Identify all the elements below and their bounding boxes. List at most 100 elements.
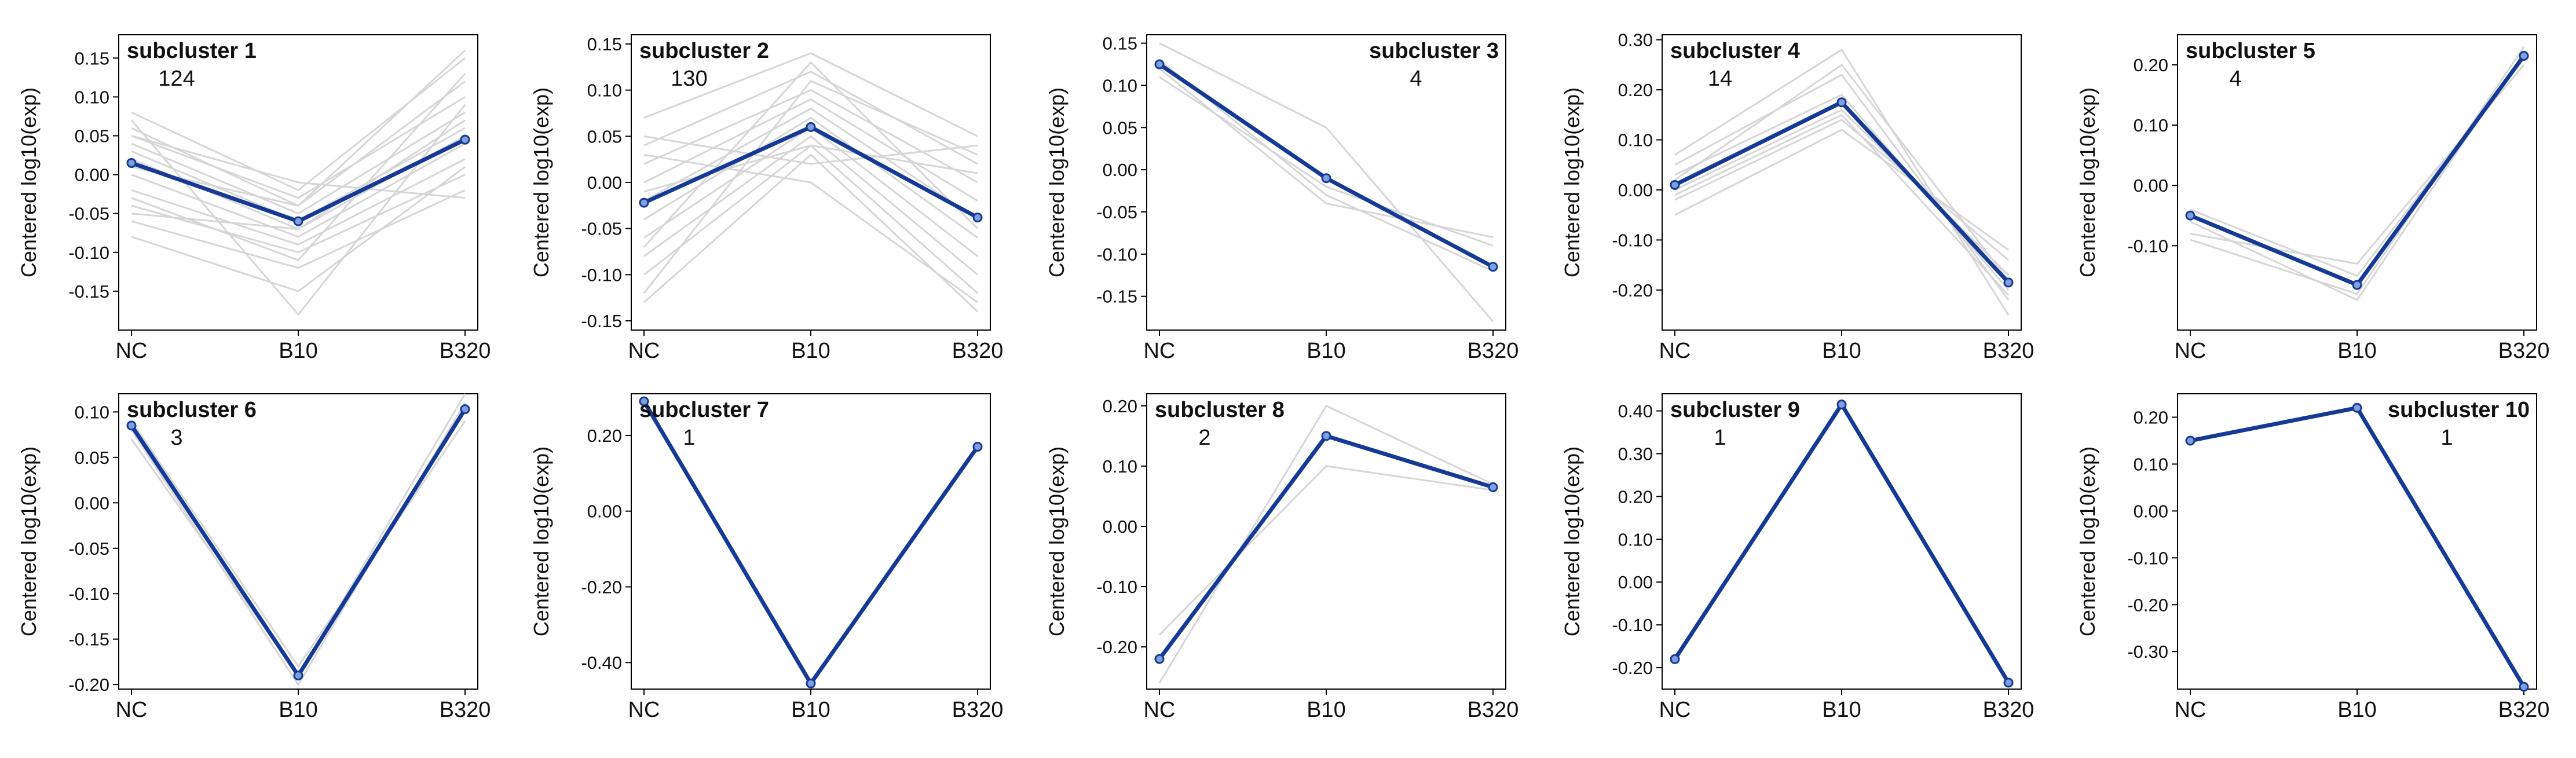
plot-frame bbox=[1146, 393, 1506, 690]
subcluster-gene-count: 130 bbox=[671, 67, 707, 91]
subcluster-gene-count: 3 bbox=[170, 426, 182, 450]
plot-frame bbox=[118, 393, 478, 690]
y-axis-label: Centered log10(exp) bbox=[1045, 446, 1069, 636]
member-profile-line bbox=[1674, 63, 2010, 281]
mean-point-nc bbox=[1670, 180, 1680, 190]
y-tick-label: 0.10 bbox=[587, 80, 622, 101]
x-tick-label-nc: NC bbox=[1659, 339, 1691, 363]
x-tick-label-b320: B320 bbox=[2498, 698, 2550, 722]
y-tick-label: 0.30 bbox=[1618, 444, 1653, 464]
mean-point-b320 bbox=[1488, 482, 1498, 492]
member-profile-line bbox=[1674, 113, 2010, 296]
y-tick-label: 0.00 bbox=[1618, 180, 1653, 200]
member-profile-line bbox=[1159, 59, 1494, 272]
member-profile-line bbox=[1159, 42, 1494, 323]
mean-point-b10 bbox=[806, 122, 816, 132]
subcluster-title: subcluster 9 bbox=[1670, 398, 1800, 422]
y-tick-label: -0.10 bbox=[68, 243, 109, 263]
y-axis-label: Centered log10(exp) bbox=[529, 87, 553, 277]
y-tick-label: 0.10 bbox=[1103, 456, 1137, 477]
member-profile-line bbox=[131, 49, 466, 207]
x-tick-label-b10: B10 bbox=[1307, 698, 1346, 722]
mean-point-b10 bbox=[1321, 431, 1331, 441]
y-axis-label: Centered log10(exp) bbox=[2076, 87, 2099, 277]
y-tick-label: 0.40 bbox=[1618, 401, 1653, 422]
y-tick-label: -0.10 bbox=[1096, 244, 1137, 265]
y-tick-label: 0.30 bbox=[1618, 30, 1653, 50]
y-tick-label: -0.10 bbox=[581, 265, 622, 285]
member-profile-line bbox=[643, 107, 978, 221]
x-tick-label-b320: B320 bbox=[1468, 339, 1519, 363]
member-profile-line bbox=[131, 111, 466, 215]
x-tick-label-b10: B10 bbox=[791, 698, 830, 722]
x-tick-label-b320: B320 bbox=[440, 698, 491, 722]
subcluster-gene-count: 2 bbox=[1198, 426, 1210, 450]
y-tick-label: -0.10 bbox=[68, 584, 109, 604]
subcluster-title: subcluster 6 bbox=[127, 398, 257, 422]
y-tick-label: 0.00 bbox=[2134, 175, 2168, 196]
y-tick-label: -0.20 bbox=[2127, 595, 2168, 615]
subcluster-panel-7: -0.40 -0.20 0.00 0.20 NC B10 B320 Centered log1… bbox=[529, 393, 1003, 722]
subcluster-title: subcluster 2 bbox=[639, 39, 769, 63]
subcluster-panel-3: -0.15 -0.10 -0.05 0.00 0.05 0.10 0.15 NC B10 B320… bbox=[1045, 34, 1518, 363]
member-profile-line bbox=[643, 98, 978, 202]
x-tick-label-b320: B320 bbox=[440, 339, 491, 363]
mean-point-b320 bbox=[972, 213, 983, 223]
subcluster-title: subcluster 10 bbox=[2388, 398, 2530, 422]
y-tick-label: 0.15 bbox=[1103, 34, 1137, 54]
mean-point-nc bbox=[126, 420, 137, 431]
y-tick-label: 0.10 bbox=[2134, 454, 2168, 474]
x-tick-label-nc: NC bbox=[628, 339, 660, 363]
subcluster-title: subcluster 4 bbox=[1670, 39, 1800, 63]
y-tick-label: -0.20 bbox=[1612, 280, 1653, 301]
member-profile-line bbox=[130, 104, 466, 316]
member-profile-line bbox=[1158, 465, 1494, 636]
mean-point-b10 bbox=[1836, 399, 1847, 409]
y-tick-label: -0.15 bbox=[68, 281, 109, 302]
x-tick-label-b10: B10 bbox=[2337, 339, 2377, 363]
y-tick-label: 0.10 bbox=[1618, 130, 1653, 151]
mean-point-b10 bbox=[2352, 280, 2362, 290]
member-profile-line bbox=[1674, 129, 2009, 251]
y-tick-label: 0.20 bbox=[1618, 80, 1653, 100]
subcluster-panel-10: -0.30 -0.20 -0.10 0.00 0.10 0.20 NC B10 B320 Cent… bbox=[2076, 393, 2550, 722]
subcluster-panel-8: -0.20 -0.10 0.00 0.10 0.20 NC B10 B320 Centered … bbox=[1045, 393, 1518, 722]
y-tick-label: 0.00 bbox=[75, 165, 109, 185]
y-tick-label: 0.20 bbox=[587, 426, 622, 446]
member-profile-line bbox=[1159, 76, 1494, 247]
x-tick-label-b10: B10 bbox=[279, 339, 318, 363]
member-profile-line bbox=[643, 52, 978, 137]
y-tick-label: -0.20 bbox=[581, 577, 622, 597]
member-profile-line bbox=[131, 158, 466, 246]
member-profile-line bbox=[643, 135, 978, 276]
member-profile-line bbox=[643, 61, 979, 248]
y-tick-label: 0.00 bbox=[2134, 501, 2168, 521]
y-tick-label: 0.10 bbox=[1618, 529, 1653, 550]
x-tick-label-b320: B320 bbox=[952, 339, 1004, 363]
x-tick-label-nc: NC bbox=[116, 698, 148, 722]
y-tick-label: -0.05 bbox=[68, 539, 109, 559]
mean-point-nc bbox=[126, 158, 137, 168]
subcluster-panel-2: -0.15 -0.10 -0.05 0.00 0.05 0.10 0.15 NC B10 B320… bbox=[529, 34, 1003, 363]
member-profile-line bbox=[643, 135, 978, 165]
member-profile-line bbox=[643, 153, 978, 303]
y-tick-label: 0.20 bbox=[1103, 396, 1137, 416]
y-tick-label: -0.10 bbox=[1096, 577, 1137, 597]
y-axis-label: Centered log10(exp) bbox=[1045, 87, 1069, 277]
subcluster-title: subcluster 7 bbox=[639, 398, 769, 422]
y-tick-label: 0.10 bbox=[75, 87, 109, 107]
y-tick-label: -0.15 bbox=[68, 629, 109, 650]
x-tick-label-b320: B320 bbox=[1983, 339, 2035, 363]
x-tick-label-nc: NC bbox=[1659, 698, 1691, 722]
y-tick-label: 0.00 bbox=[1103, 517, 1137, 537]
member-profile-line bbox=[643, 71, 978, 165]
y-tick-label: -0.15 bbox=[581, 311, 622, 331]
y-tick-label: 0.20 bbox=[2134, 55, 2168, 75]
x-tick-label-b10: B10 bbox=[791, 339, 830, 363]
subcluster-gene-count: 1 bbox=[1714, 426, 1726, 450]
subcluster-gene-count: 4 bbox=[2229, 67, 2241, 91]
y-axis-label: Centered log10(exp) bbox=[17, 446, 41, 636]
member-profile-line bbox=[131, 96, 466, 199]
x-tick-label-nc: NC bbox=[1144, 339, 1176, 363]
plot-frame bbox=[1662, 34, 2022, 331]
